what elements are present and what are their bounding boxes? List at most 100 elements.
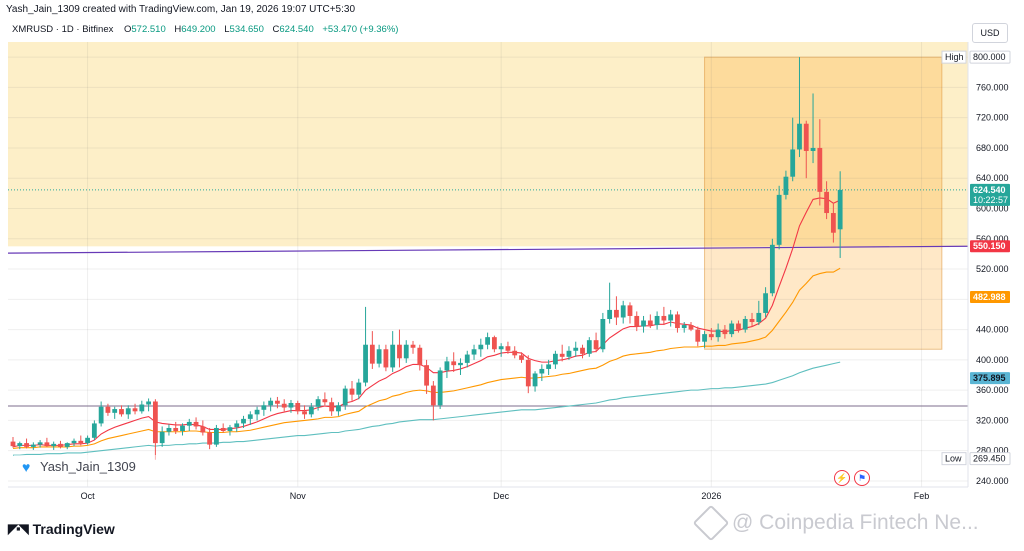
candle-body (817, 147, 823, 192)
price-label-value: 482.988 (973, 292, 1006, 302)
candle-body (132, 408, 138, 412)
price-tick-label: 680.000 (976, 143, 1009, 153)
candle-body (308, 406, 314, 415)
price-label-tag: Low (945, 454, 962, 464)
candle-body (627, 305, 633, 316)
currency-button[interactable]: USD (972, 23, 1008, 43)
candle-body (125, 408, 131, 415)
price-label-tag-box (941, 452, 967, 466)
candle-body (44, 442, 50, 447)
candle-body (668, 314, 674, 321)
candle-body (763, 293, 768, 313)
symbol-ohlc-bar: XMRUSD · 1D · Bitfinex O572.510 H649.200… (12, 24, 404, 35)
candle-body (363, 344, 368, 383)
candle-body (458, 362, 463, 366)
candle-body (715, 329, 721, 338)
candle-body (756, 312, 762, 323)
candle-body (614, 309, 619, 318)
candle-body (729, 323, 735, 335)
lightning-icon[interactable]: ⚡ (834, 470, 850, 486)
price-tick-label: 640.000 (976, 173, 1009, 183)
price-tick-label: 760.000 (976, 82, 1009, 92)
candle-body (803, 123, 809, 151)
candle-body (702, 334, 707, 342)
candle-body (417, 347, 423, 366)
candle-body (837, 189, 843, 230)
candle-body (661, 315, 667, 321)
status-icons: ⚡ ⚑ (834, 470, 870, 486)
symbol-name[interactable]: XMRUSD · 1D · Bitfinex (12, 24, 114, 35)
candle-body (749, 318, 755, 323)
candle-body (437, 370, 443, 406)
price-label-box (970, 240, 1010, 253)
price-label-countdown: 10:22:57 (973, 195, 1008, 205)
flag-icon[interactable]: ⚑ (854, 470, 870, 486)
candle-body (30, 444, 36, 447)
author-tag: ♥ Yash_Jain_1309 (14, 455, 184, 479)
candle-body (200, 426, 206, 433)
candle-body (539, 368, 545, 374)
candle-body (593, 340, 599, 350)
candle-body (708, 334, 714, 338)
price-tick-label: 360.000 (976, 385, 1009, 395)
candle-body (675, 314, 680, 329)
close-value: 624.540 (279, 24, 314, 35)
candle-body (620, 305, 626, 318)
candle-body (356, 382, 362, 395)
candle-body (275, 400, 280, 404)
candle-body (790, 149, 796, 177)
price-tick-label: 520.000 (976, 264, 1009, 274)
candle-body (241, 418, 246, 424)
candle-body (315, 399, 321, 407)
candle-body (485, 337, 490, 345)
open-label: O (124, 24, 132, 35)
candle-body (478, 344, 484, 350)
candle-body (397, 344, 402, 359)
candle-body (824, 191, 829, 214)
candle-body (722, 329, 728, 335)
candle-body (37, 442, 43, 445)
time-tick-label: Feb (914, 491, 930, 501)
candle-body (444, 361, 450, 371)
candle-body (214, 427, 219, 445)
candle-body (247, 414, 253, 419)
price-label-box (970, 372, 1010, 385)
candle-body (810, 147, 816, 151)
candle-body (376, 349, 382, 364)
price-tick-label: 400.000 (976, 355, 1009, 365)
candle-body (769, 244, 775, 294)
price-label-tag: High (945, 52, 964, 62)
price-tick-label: 240.000 (976, 476, 1009, 486)
price-axis (968, 42, 1024, 487)
candle-body (78, 440, 84, 444)
time-tick-label: Dec (493, 491, 510, 501)
candle-body (654, 315, 660, 326)
candle-body (471, 349, 477, 355)
candle-body (322, 399, 328, 403)
candle-body (647, 320, 653, 326)
candle-body (336, 405, 341, 412)
price-tick-label: 720.000 (976, 113, 1009, 123)
tradingview-logo[interactable]: ◤▪◥ TradingView (8, 521, 115, 537)
created-by-header: Yash_Jain_1309 created with TradingView.… (6, 4, 356, 15)
candle-body (261, 405, 267, 410)
candle-body (566, 350, 572, 357)
price-tick-label: 560.000 (976, 234, 1009, 244)
candle-body (17, 443, 23, 447)
candle-body (512, 350, 518, 356)
low-label: L (224, 24, 230, 35)
low-value: 534.650 (229, 24, 264, 35)
candle-body (634, 315, 640, 327)
candle-body (688, 325, 694, 330)
candle-body (281, 403, 287, 408)
author-name: Yash_Jain_1309 (40, 459, 136, 474)
candle-body (600, 318, 606, 350)
candle-body (302, 411, 307, 415)
price-label-value: 624.540 (973, 185, 1006, 195)
candle-body (830, 213, 836, 233)
heart-icon: ♥ (22, 459, 31, 475)
candle-body (498, 346, 504, 350)
candle-body (607, 309, 613, 319)
price-tick-label: 440.000 (976, 325, 1009, 335)
